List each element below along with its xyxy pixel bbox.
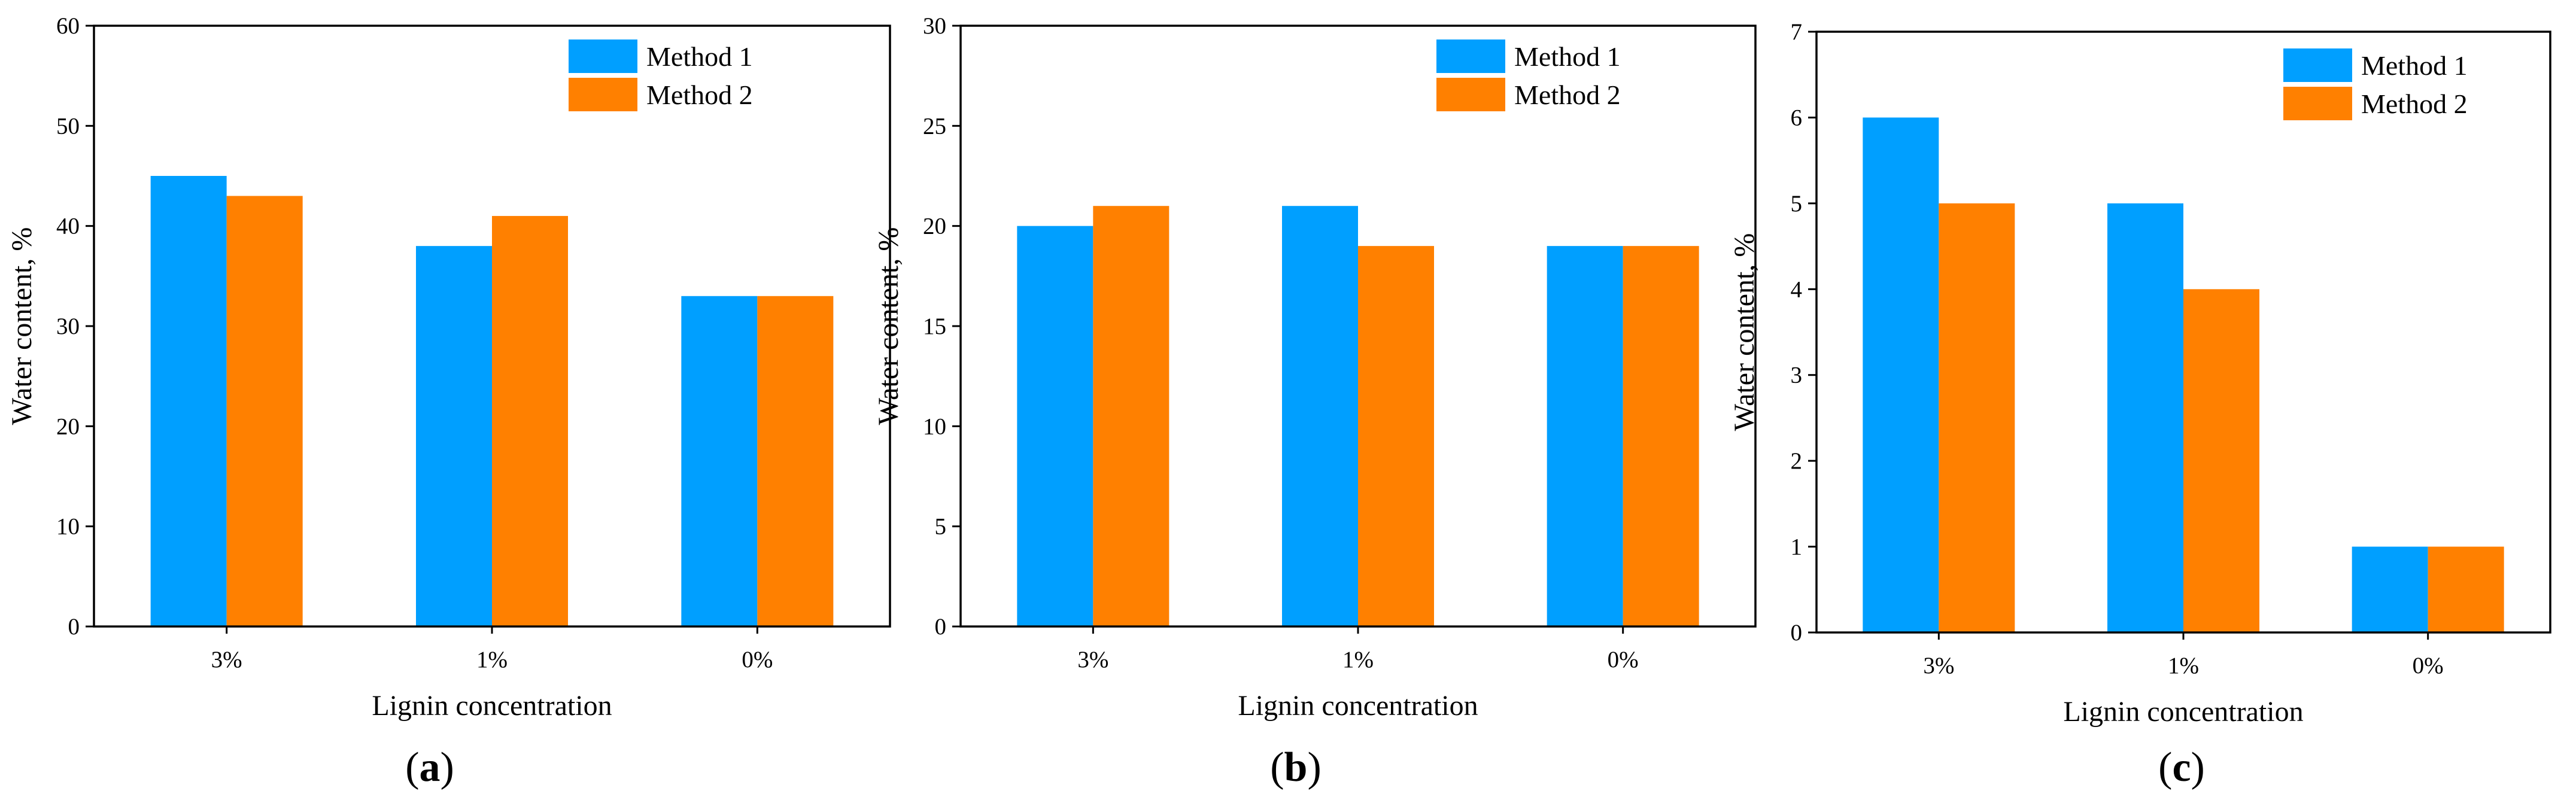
y-tick-label: 20 xyxy=(56,413,80,439)
y-axis-title: Water content, % xyxy=(873,227,904,425)
y-axis-title: Water content, % xyxy=(6,227,38,425)
x-tick-label: 3% xyxy=(211,647,242,673)
y-tick-label: 40 xyxy=(56,214,80,239)
y-tick-label: 10 xyxy=(56,514,80,540)
x-tick-label: 0% xyxy=(2413,653,2444,679)
x-tick-label: 3% xyxy=(1923,653,1954,679)
y-axis-title: Water content, % xyxy=(1729,233,1760,431)
bar-c-2-2 xyxy=(2428,546,2504,632)
bar-a-2-2 xyxy=(757,296,834,626)
y-tick-label: 6 xyxy=(1791,105,1803,130)
legend-label-2: Method 2 xyxy=(646,80,753,110)
bar-c-2-0 xyxy=(1939,203,2015,632)
panel-label-a: (a) xyxy=(405,744,454,790)
y-tick-label: 4 xyxy=(1791,276,1803,302)
bar-a-1-0 xyxy=(150,176,227,626)
bar-a-1-2 xyxy=(681,296,758,626)
plot-frame xyxy=(1815,31,2551,634)
legend-label-2: Method 2 xyxy=(2361,89,2468,119)
panel-label-c: (c) xyxy=(2158,744,2205,790)
x-tick-label: 3% xyxy=(1077,647,1108,673)
y-tick-label: 60 xyxy=(56,13,80,39)
chart-panel-a: 3% 1% 0% 0 10 20 30 40 50 60 Water content, % Ligni… xyxy=(6,13,891,790)
x-axis-title: Lignin concentration xyxy=(2063,696,2303,728)
x-axis-title: Lignin concentration xyxy=(372,690,612,722)
y-tick-label: 30 xyxy=(923,13,946,39)
legend-swatch-1 xyxy=(569,39,637,73)
chart-panel-b: 3% 1% 0% 0 5 10 15 20 25 30 Water content, % Lignin… xyxy=(873,13,1757,790)
legend-label-1: Method 1 xyxy=(646,41,753,72)
y-tick-label: 3 xyxy=(1791,363,1803,388)
y-tick-label: 0 xyxy=(68,614,80,640)
bar-b-2-0 xyxy=(1093,206,1169,626)
bar-b-2-1 xyxy=(1358,246,1434,627)
y-tick-label: 20 xyxy=(923,214,946,239)
bar-b-1-2 xyxy=(1547,246,1623,627)
bar-a-2-0 xyxy=(226,196,303,626)
x-tick-label: 1% xyxy=(2168,653,2199,679)
x-tick-label: 1% xyxy=(476,647,508,673)
y-tick-label: 7 xyxy=(1791,19,1803,45)
legend-swatch-1 xyxy=(2283,48,2352,82)
y-tick-label: 5 xyxy=(935,514,947,540)
y-tick-label: 10 xyxy=(923,413,946,439)
y-tick-label: 5 xyxy=(1791,191,1803,217)
legend-swatch-2 xyxy=(1436,78,1505,111)
bar-b-2-2 xyxy=(1623,246,1699,627)
y-tick-label: 2 xyxy=(1791,448,1803,474)
y-tick-label: 0 xyxy=(1791,620,1803,646)
legend-label-2: Method 2 xyxy=(1514,80,1621,110)
x-tick-label: 0% xyxy=(742,647,773,673)
bar-c-1-2 xyxy=(2352,546,2428,632)
bar-c-2-1 xyxy=(2183,289,2259,632)
legend-swatch-2 xyxy=(2283,87,2352,120)
y-tick-label: 30 xyxy=(56,314,80,339)
panel-label-b: (b) xyxy=(1270,744,1322,790)
bar-a-1-1 xyxy=(416,246,492,627)
y-tick-label: 25 xyxy=(923,113,946,139)
y-tick-label: 50 xyxy=(56,113,80,139)
legend-label-1: Method 1 xyxy=(1514,41,1621,72)
bar-c-1-1 xyxy=(2107,203,2183,632)
y-tick-label: 15 xyxy=(923,314,946,339)
legend-swatch-2 xyxy=(569,78,637,111)
legend-label-1: Method 1 xyxy=(2361,50,2468,81)
bar-c-1-0 xyxy=(1863,117,1939,632)
x-tick-label: 1% xyxy=(1342,647,1374,673)
bar-a-2-1 xyxy=(492,215,568,626)
x-axis-title: Lignin concentration xyxy=(1238,690,1478,722)
bar-b-1-1 xyxy=(1282,206,1358,626)
chart-panel-c: 3% 1% 0% 0 1 2 3 4 5 6 7 Water content, % Lignin con… xyxy=(1729,19,2551,790)
legend-swatch-1 xyxy=(1436,39,1505,73)
x-tick-label: 0% xyxy=(1608,647,1639,673)
y-tick-label: 1 xyxy=(1791,534,1803,560)
bar-b-1-0 xyxy=(1017,226,1093,627)
y-tick-label: 0 xyxy=(935,614,947,640)
